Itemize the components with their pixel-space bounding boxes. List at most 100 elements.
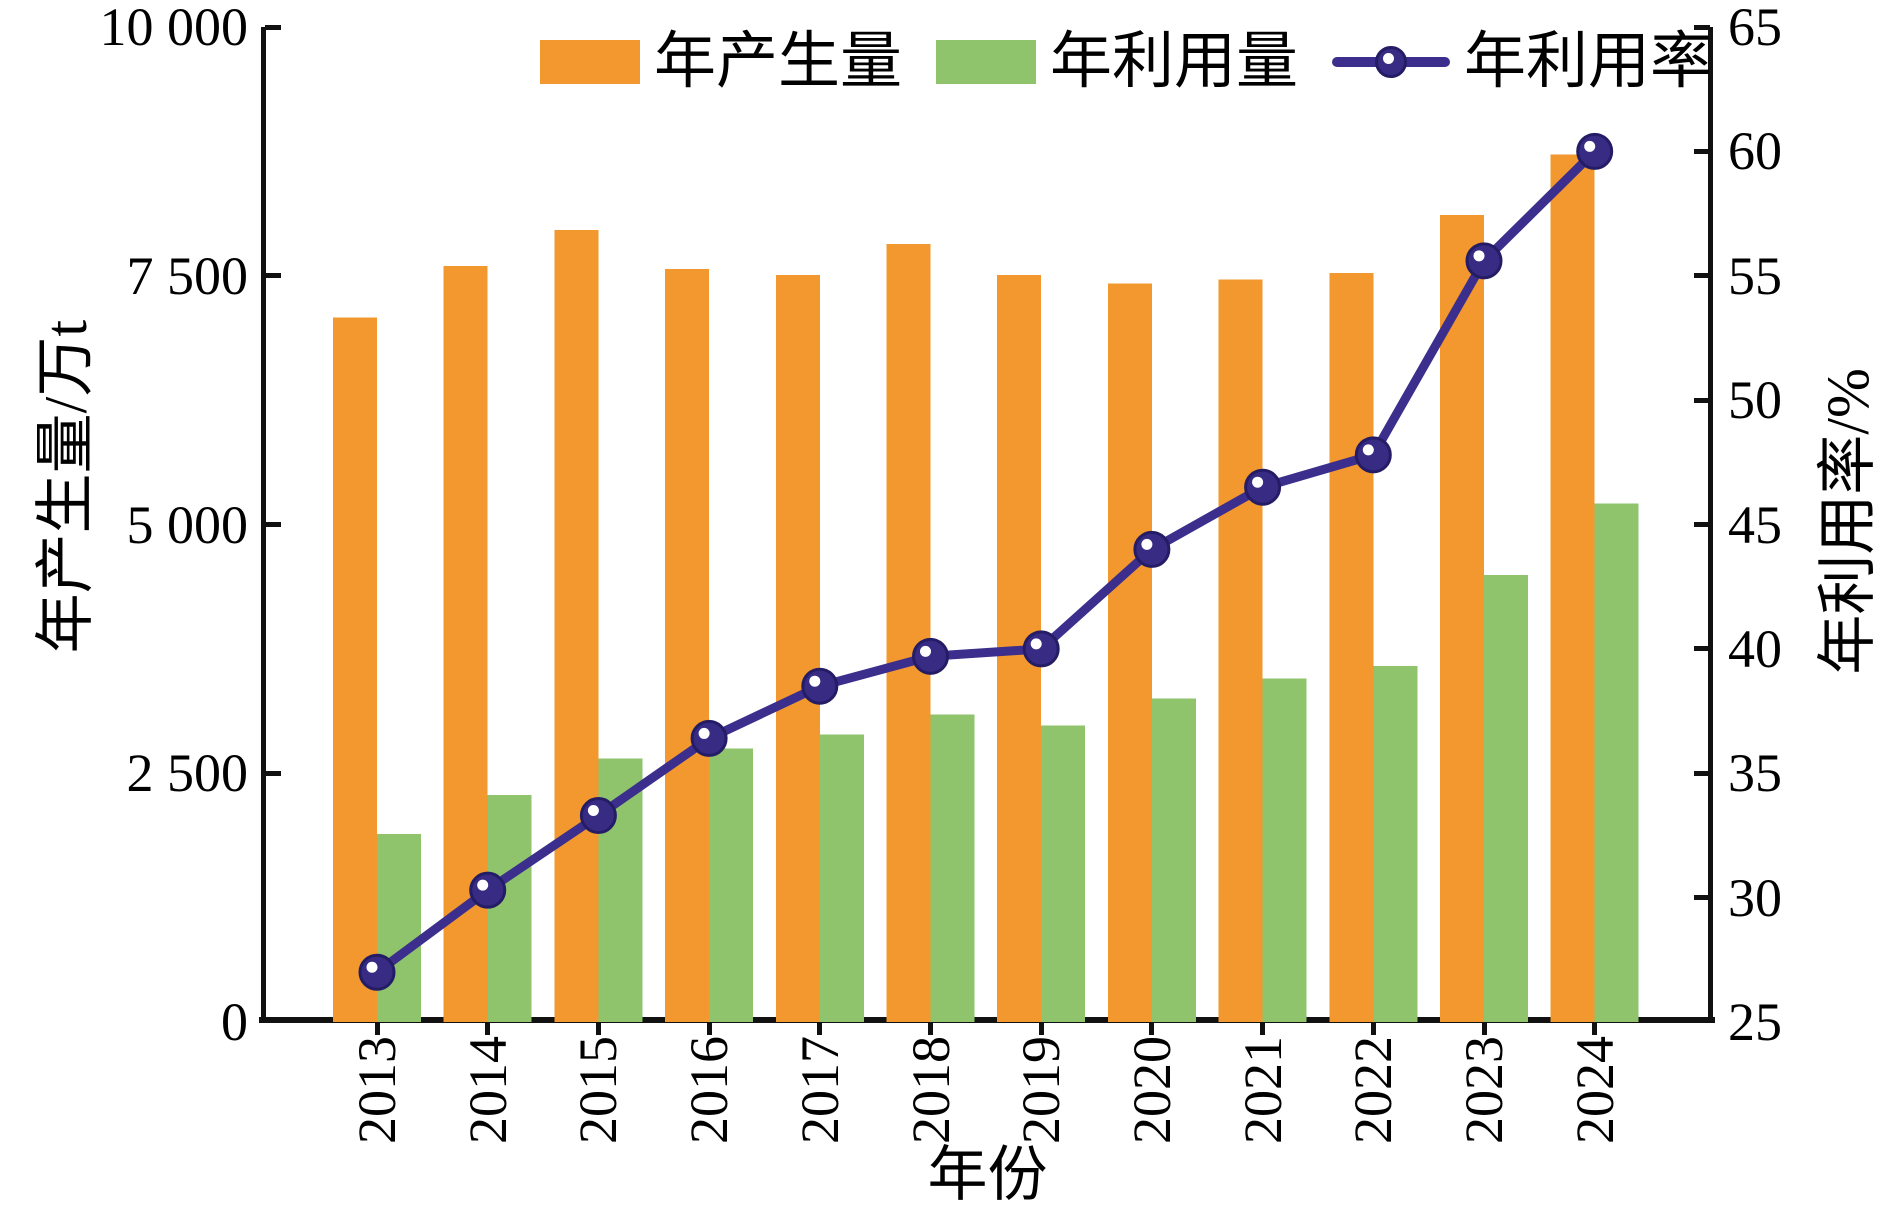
x-axis-tick-2014 xyxy=(485,1023,490,1035)
bar-utilization-2018 xyxy=(930,714,975,1022)
bar-production-2018 xyxy=(886,243,931,1022)
bar-utilization-2021 xyxy=(1262,678,1307,1022)
legend-label-production: 年产生量 xyxy=(654,28,903,96)
right-axis-ticklabel-45: 45 xyxy=(1728,495,1782,555)
right-axis-ticklabel-35: 35 xyxy=(1728,743,1782,803)
x-axis-ticklabel-2023: 2023 xyxy=(1454,1036,1514,1144)
bar-production-2013 xyxy=(333,317,377,1022)
rate-marker-2020 xyxy=(1133,530,1171,568)
x-axis-tick-2019 xyxy=(1039,1023,1044,1035)
left-axis-ticklabel-10000: 10 000 xyxy=(99,0,249,57)
rate-marker-glint-2015 xyxy=(587,805,599,817)
right-axis-tick-60 xyxy=(1694,149,1710,154)
x-axis-ticklabel-2018: 2018 xyxy=(901,1036,961,1144)
left-axis-tick-7500 xyxy=(265,273,281,278)
rate-marker-2013 xyxy=(358,953,396,991)
bar-utilization-2023 xyxy=(1484,575,1528,1022)
x-axis-ticklabel-2019: 2019 xyxy=(1011,1036,1071,1144)
rate-marker-2014 xyxy=(469,871,507,909)
x-axis-tick-2020 xyxy=(1149,1023,1154,1035)
x-axis-ticklabel-2024: 2024 xyxy=(1565,1036,1625,1144)
x-axis-tick-2021 xyxy=(1260,1023,1265,1035)
chart-canvas xyxy=(333,132,1639,1023)
x-axis-tick-2024 xyxy=(1592,1023,1597,1035)
rate-line xyxy=(372,146,1600,977)
bar-production-2020 xyxy=(1107,283,1152,1022)
x-axis-tick-2013 xyxy=(375,1023,380,1035)
left-axis-ticklabel-7500: 7 500 xyxy=(126,246,249,306)
x-axis-ticklabel-2016: 2016 xyxy=(679,1036,739,1144)
x-axis-tick-2017 xyxy=(817,1023,822,1035)
plot-area xyxy=(265,27,1710,1023)
bar-production-2023 xyxy=(1440,215,1484,1023)
left-axis-title: 年产生量/万t xyxy=(33,320,99,654)
legend-item-rate: 年利用率 xyxy=(1332,31,1712,93)
left-axis-ticklabel-5000: 5 000 xyxy=(126,495,249,555)
right-axis-tick-50 xyxy=(1694,398,1710,403)
bar-utilization-2014 xyxy=(487,795,532,1022)
right-axis-tick-55 xyxy=(1694,273,1710,278)
left-axis-ticklabel-2500: 2 500 xyxy=(126,743,249,803)
left-axis-tick-10000 xyxy=(265,25,281,30)
x-axis-tick-2022 xyxy=(1371,1023,1376,1035)
rate-marker-glint-2014 xyxy=(477,879,489,891)
x-axis-tick-2016 xyxy=(707,1023,712,1035)
x-axis-ticklabel-2022: 2022 xyxy=(1343,1036,1403,1144)
rate-marker-2016 xyxy=(690,719,728,757)
legend-label-rate: 年利用率 xyxy=(1464,28,1713,96)
bar-utilization-2017 xyxy=(819,734,864,1022)
rate-marker-glint-2018 xyxy=(920,645,931,657)
x-axis-ticklabel-2020: 2020 xyxy=(1122,1036,1182,1144)
rate-marker-2022 xyxy=(1354,436,1392,474)
rate-marker-2023 xyxy=(1465,242,1503,280)
rate-marker-2017 xyxy=(801,667,839,705)
rate-marker-2015 xyxy=(579,797,617,835)
x-axis-tick-2018 xyxy=(928,1023,933,1035)
rate-marker-glint-2013 xyxy=(366,961,378,973)
bar-utilization-2024 xyxy=(1594,503,1639,1023)
right-axis-ticklabel-60: 60 xyxy=(1728,121,1782,181)
rate-marker-glint-2021 xyxy=(1252,476,1264,488)
rate-marker-glint-2020 xyxy=(1141,538,1153,550)
left-axis-spine xyxy=(261,27,266,1022)
rate-marker-glint-2022 xyxy=(1362,444,1374,456)
right-axis-ticklabel-65: 65 xyxy=(1728,0,1782,57)
rate-marker-glint-2019 xyxy=(1030,638,1042,650)
rate-marker-2021 xyxy=(1244,468,1282,506)
rate-marker-2024 xyxy=(1576,132,1614,170)
rate-marker-glint-2016 xyxy=(698,727,710,739)
right-axis-ticklabel-40: 40 xyxy=(1728,619,1782,679)
bar-utilization-2019 xyxy=(1041,725,1086,1022)
bar-production-2017 xyxy=(775,274,820,1022)
bar-production-2024 xyxy=(1550,154,1595,1022)
bar-production-2016 xyxy=(665,268,710,1022)
utilization-swatch-icon xyxy=(936,40,1037,84)
rate-marker-glint-2023 xyxy=(1473,250,1485,262)
right-axis-tick-35 xyxy=(1694,771,1710,776)
x-axis-tick-2015 xyxy=(596,1023,601,1035)
rate-marker-2019 xyxy=(1022,630,1060,668)
left-axis-tick-5000 xyxy=(265,522,281,527)
bar-production-2015 xyxy=(554,230,599,1022)
legend-label-utilization: 年利用量 xyxy=(1050,28,1299,96)
x-axis-ticklabel-2017: 2017 xyxy=(790,1036,850,1144)
legend: 年产生量 年利用量 年利用率 xyxy=(540,20,1712,104)
right-axis-tick-40 xyxy=(1694,646,1710,651)
bar-utilization-2013 xyxy=(377,833,421,1022)
bar-utilization-2016 xyxy=(709,748,754,1022)
right-axis-tick-30 xyxy=(1694,895,1710,900)
rate-marker-glint-2017 xyxy=(809,675,821,687)
rate-marker-2018 xyxy=(912,637,949,675)
right-axis-tick-65 xyxy=(1694,25,1710,30)
right-axis-spine xyxy=(1708,27,1713,1022)
right-axis-ticklabel-25: 25 xyxy=(1728,992,1782,1052)
x-axis-title: 年份 xyxy=(927,1142,1048,1208)
left-axis-tick-2500 xyxy=(265,771,281,776)
x-axis-ticklabel-2021: 2021 xyxy=(1233,1036,1293,1144)
legend-item-production: 年产生量 xyxy=(540,31,902,93)
right-axis-ticklabel-30: 30 xyxy=(1728,868,1782,928)
x-axis-ticklabel-2014: 2014 xyxy=(458,1036,518,1144)
right-axis-ticklabel-50: 50 xyxy=(1728,370,1782,430)
bar-production-2022 xyxy=(1329,272,1374,1022)
production-swatch-icon xyxy=(540,40,640,84)
